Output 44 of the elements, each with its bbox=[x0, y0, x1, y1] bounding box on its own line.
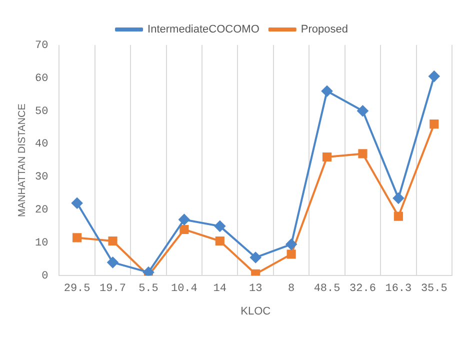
x-tick-label: 29.5 bbox=[64, 283, 90, 296]
point bbox=[286, 250, 296, 259]
x-tick-label: 14 bbox=[213, 283, 227, 296]
y-tick-label: 70 bbox=[35, 40, 48, 52]
x-tick-label: 16.3 bbox=[385, 283, 412, 296]
point bbox=[72, 233, 82, 242]
point bbox=[250, 252, 262, 263]
y-tick-label: 40 bbox=[35, 138, 48, 151]
point bbox=[394, 212, 403, 221]
point bbox=[215, 236, 224, 246]
point bbox=[430, 120, 439, 129]
x-tick-label: 48.5 bbox=[314, 283, 340, 296]
point bbox=[142, 266, 154, 276]
point bbox=[108, 236, 118, 246]
point bbox=[286, 238, 297, 250]
point bbox=[392, 192, 404, 204]
y-axis-title: MANHATTAN DISTANCE bbox=[16, 103, 28, 217]
y-tick-label: 50 bbox=[35, 106, 48, 118]
x-tick-label: 35.5 bbox=[420, 283, 448, 296]
x-tick-label: 5.5 bbox=[138, 283, 158, 296]
x-axis-title: KLOC bbox=[240, 305, 271, 318]
x-tick-label: 19.7 bbox=[100, 283, 126, 296]
point bbox=[72, 198, 83, 209]
point bbox=[214, 220, 226, 232]
y-tick-label: 0 bbox=[42, 270, 48, 283]
legend-label: IntermediateCOCOMO bbox=[148, 24, 260, 36]
x-tick-label: 32.6 bbox=[350, 283, 376, 296]
x-tick-label: 13 bbox=[249, 283, 262, 296]
y-tick-label: 20 bbox=[35, 204, 48, 217]
x-tick-label: 10.4 bbox=[170, 283, 198, 296]
x-tick-label: 8 bbox=[288, 283, 295, 296]
legend-label: Proposed bbox=[300, 24, 348, 36]
point bbox=[178, 214, 190, 226]
point bbox=[322, 86, 333, 97]
point bbox=[251, 269, 260, 276]
point bbox=[358, 149, 368, 158]
point bbox=[322, 152, 332, 162]
point bbox=[180, 224, 189, 234]
point bbox=[107, 256, 118, 268]
point bbox=[357, 105, 368, 116]
point bbox=[428, 70, 440, 82]
y-tick-label: 30 bbox=[35, 172, 48, 184]
y-tick-label: 10 bbox=[35, 238, 48, 250]
y-tick-label: 60 bbox=[35, 72, 48, 85]
